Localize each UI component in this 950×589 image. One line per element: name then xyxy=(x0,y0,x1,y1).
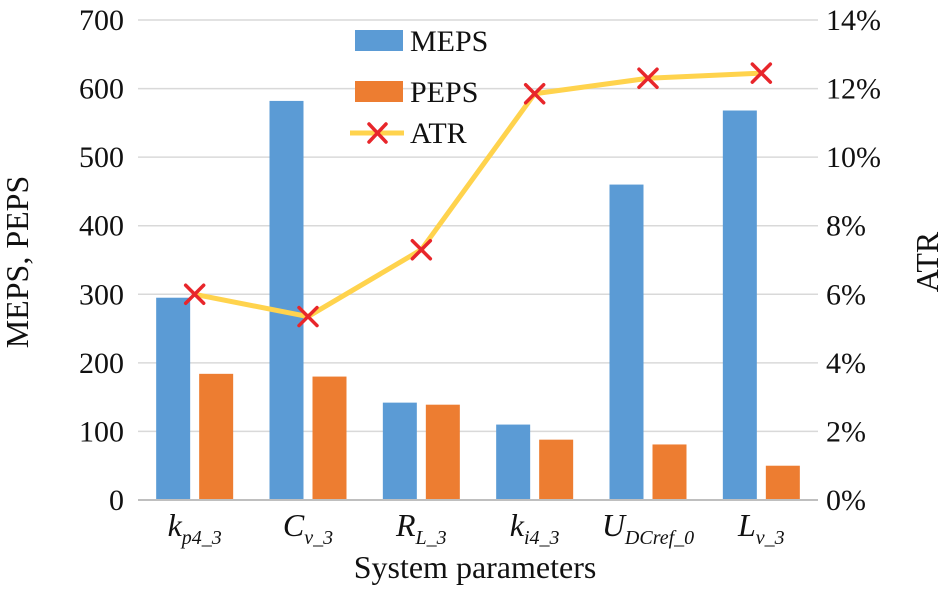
y-tick-label: 600 xyxy=(79,73,124,106)
category-label: UDCref_0 xyxy=(602,507,694,549)
bar-peps xyxy=(425,404,460,500)
y2-tick-label: 6% xyxy=(826,278,866,311)
atr-point-marker xyxy=(750,62,773,84)
legend-label-peps: PEPS xyxy=(410,76,478,109)
atr-series-line xyxy=(194,70,762,320)
bar-meps xyxy=(156,297,191,500)
category-label: kp4_3 xyxy=(168,507,222,549)
atr-point-marker xyxy=(183,283,206,306)
y-tick-label: 400 xyxy=(79,210,124,243)
atr-line xyxy=(183,62,773,328)
atr-point-marker xyxy=(637,67,659,90)
x-axis-title: System parameters xyxy=(354,549,597,585)
y-tick-label: 500 xyxy=(79,141,124,174)
legend-swatch-peps xyxy=(355,81,403,102)
bar-peps xyxy=(312,376,347,500)
bar-peps xyxy=(199,373,234,500)
category-label: ki4_3 xyxy=(510,507,560,549)
bar-peps xyxy=(652,444,687,500)
atr-point-marker xyxy=(523,82,546,105)
category-label: Lv_3 xyxy=(737,507,785,549)
y-axis-title: MEPS, PEPS xyxy=(0,176,35,349)
category-labels: kp4_3 Cv_3 RL_3 ki4_3 UDCref_0 Lv_3 xyxy=(168,507,785,549)
category-label: RL_3 xyxy=(395,507,447,549)
atr-point-marker xyxy=(297,305,319,328)
y2-tick-label: 14% xyxy=(826,4,881,37)
legend-label-meps: MEPS xyxy=(410,25,488,58)
bar-peps xyxy=(765,465,800,500)
y2-tick-label: 10% xyxy=(826,141,881,174)
legend-swatch-atr-marker xyxy=(367,122,388,144)
bars xyxy=(156,100,800,501)
legend: MEPS PEPS ATR xyxy=(350,25,488,150)
y-tick-label: 0 xyxy=(109,484,124,517)
y-tick-label: 300 xyxy=(79,278,124,311)
y-tick-label: 700 xyxy=(79,4,124,37)
y-tick-label: 200 xyxy=(79,347,124,380)
y2-tick-label: 0% xyxy=(826,484,866,517)
y2-tick-label: 2% xyxy=(826,415,866,448)
bar-meps xyxy=(609,184,644,501)
bar-meps xyxy=(269,100,304,501)
y2-tick-label: 4% xyxy=(826,347,866,380)
y2-tick-label: 8% xyxy=(826,210,866,243)
y-tick-labels: 0 100 200 300 400 500 600 700 xyxy=(79,4,124,517)
category-label: Cv_3 xyxy=(283,507,333,549)
atr-point-marker xyxy=(410,238,433,261)
y2-axis-title: ATR xyxy=(909,231,945,292)
bar-peps xyxy=(539,439,574,500)
y-tick-label: 100 xyxy=(79,415,124,448)
legend-label-atr: ATR xyxy=(410,117,467,150)
legend-swatch-meps xyxy=(355,30,403,51)
y2-tick-labels: 0% 2% 4% 6% 8% 10% 12% 14% xyxy=(826,4,881,517)
gridlines xyxy=(138,19,818,433)
y2-tick-label: 12% xyxy=(826,73,881,106)
bar-meps xyxy=(382,402,417,500)
bar-meps xyxy=(496,424,531,500)
bar-meps xyxy=(722,110,757,500)
